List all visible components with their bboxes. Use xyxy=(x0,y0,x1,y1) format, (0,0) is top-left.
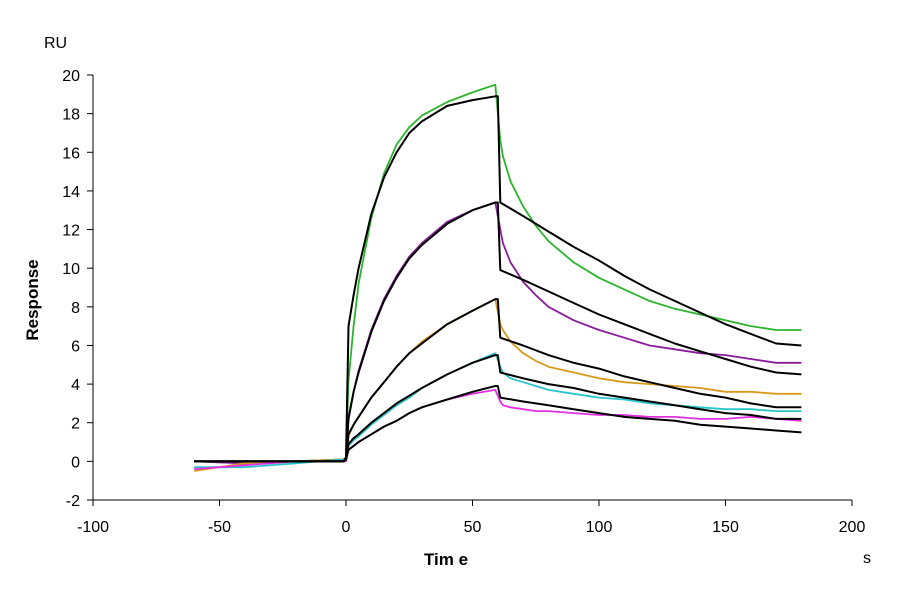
x-tick-label: -100 xyxy=(77,519,109,536)
y-tick-label: 10 xyxy=(62,261,80,278)
y-tick-label: 16 xyxy=(62,145,80,162)
y-tick-label: 2 xyxy=(71,416,80,433)
y-tick-label: 12 xyxy=(62,223,80,240)
fit-curve-line xyxy=(194,385,802,463)
fit-curve-line xyxy=(194,95,802,463)
x-unit-label: s xyxy=(863,550,871,567)
y-tick-label: -2 xyxy=(66,493,80,510)
y-tick-label: 0 xyxy=(71,454,80,471)
x-tick-label: 100 xyxy=(586,519,613,536)
x-tick-label: -50 xyxy=(208,519,231,536)
axes-layer xyxy=(92,75,852,501)
y-axis-title: Response xyxy=(23,259,42,340)
y-tick-label: 4 xyxy=(71,377,80,394)
sensorgram-line xyxy=(194,83,802,465)
series-layer xyxy=(194,83,802,472)
fit-curve-line xyxy=(194,354,802,463)
fit-curve-line xyxy=(194,298,802,463)
x-tick-label: 50 xyxy=(464,519,482,536)
y-tick-label: 14 xyxy=(62,184,80,201)
y-tick-label: 8 xyxy=(71,300,80,317)
y-tick-label: 6 xyxy=(71,338,80,355)
x-axis-title: Tim e xyxy=(424,550,468,569)
sensorgram-line xyxy=(194,201,802,465)
sensorgram-line xyxy=(194,388,802,470)
y-tick-label: 20 xyxy=(62,68,80,85)
x-tick-label: 0 xyxy=(342,519,351,536)
y-unit-label: RU xyxy=(44,35,67,52)
fit-curve-line xyxy=(194,201,802,463)
x-tick-label: 150 xyxy=(712,519,739,536)
x-tick-label: 200 xyxy=(839,519,866,536)
ticks-layer: -2 0 2 4 6 8 10 12 14 16 18 20 -100 -50 0 50 100 150 200 xyxy=(62,68,865,536)
y-tick-label: 18 xyxy=(62,107,80,124)
